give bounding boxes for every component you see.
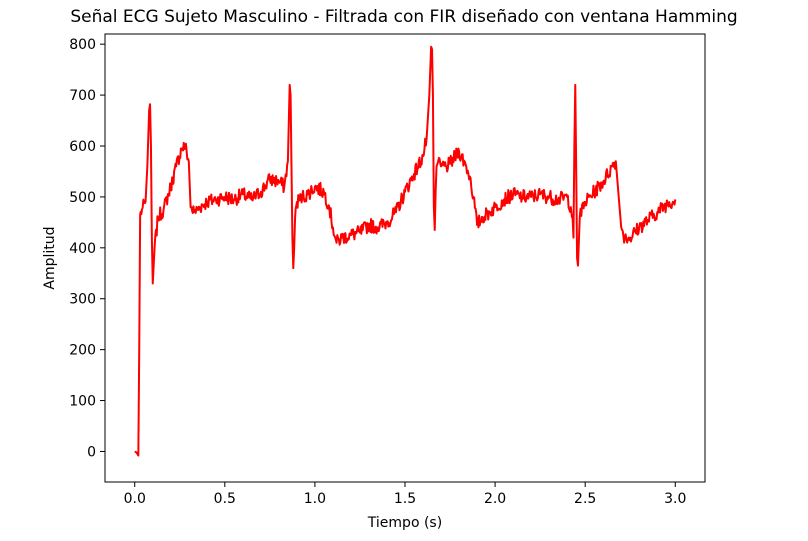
ecg-series-line	[134, 45, 677, 457]
y-tick-label: 100	[69, 394, 96, 410]
y-tick-label: 300	[69, 292, 96, 308]
x-axis: 0.0 0.5 1.0 1.5 2.0 2.5 3.0	[124, 482, 686, 507]
x-tick-label: 2.0	[484, 491, 506, 507]
x-axis-label: Tiempo (s)	[367, 515, 442, 531]
x-tick-label: 0.5	[214, 491, 236, 507]
y-axis-label: Amplitud	[42, 226, 58, 289]
x-tick-label: 3.0	[664, 491, 686, 507]
y-axis: 0 100 200 300 400 500 600 700 800	[69, 37, 105, 460]
y-tick-label: 500	[69, 190, 96, 206]
x-tick-label: 2.5	[574, 491, 596, 507]
y-tick-label: 200	[69, 343, 96, 359]
x-tick-label: 0.0	[124, 491, 146, 507]
y-tick-label: 800	[69, 37, 96, 53]
chart-title: Señal ECG Sujeto Masculino - Filtrada co…	[70, 7, 737, 27]
y-tick-label: 400	[69, 241, 96, 257]
x-tick-label: 1.5	[394, 491, 416, 507]
y-tick-label: 600	[69, 139, 96, 155]
x-tick-label: 1.0	[304, 491, 326, 507]
y-tick-label: 700	[69, 88, 96, 104]
y-tick-label: 0	[87, 444, 96, 460]
plot-frame	[104, 33, 706, 483]
